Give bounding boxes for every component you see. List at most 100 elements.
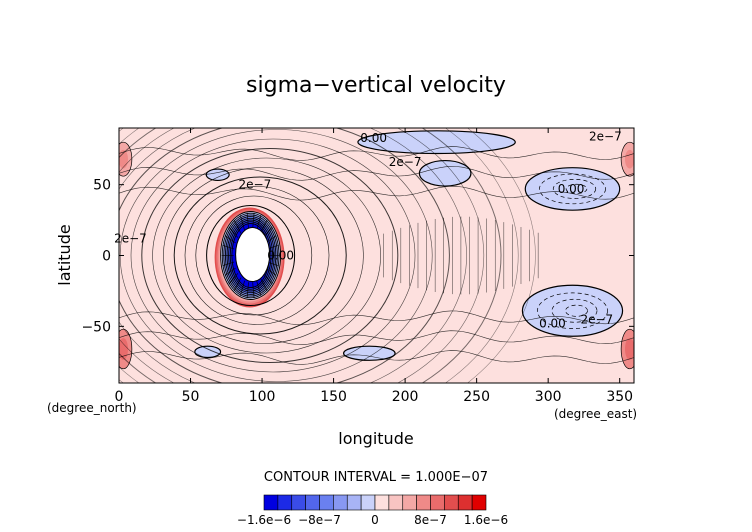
plot-area [119, 128, 634, 383]
x-tick-label: 300 [535, 389, 562, 405]
dipole-dense-contour [263, 273, 273, 285]
colorbar-swatch [457, 494, 473, 511]
contour-line [152, 157, 381, 354]
colorbar-swatch [402, 494, 417, 511]
dipole-dense-contour [228, 226, 239, 238]
colorbar-swatch [291, 494, 306, 511]
zero-contour-line [342, 345, 396, 361]
contour-label: 2e−7 [389, 155, 422, 169]
negative-region-fill [357, 130, 516, 154]
x-tick-label: 100 [249, 389, 276, 405]
colorbar-swatch [416, 494, 431, 511]
y-tick-label: −50 [81, 319, 111, 335]
dipole-dense-contour [256, 280, 262, 296]
contour-line [119, 185, 634, 201]
contour-label: 2e−7 [580, 312, 613, 326]
dipole-dense-contour [265, 267, 277, 276]
x-tick-label: 200 [392, 389, 419, 405]
contour-line [184, 186, 330, 325]
dipole-dense-contour [239, 280, 245, 296]
contour-line [206, 205, 296, 306]
contour-interval-label: CONTOUR INTERVAL = 1.000E−07 [264, 470, 488, 485]
contour-label: 2e−7 [239, 178, 272, 192]
contour-line [195, 195, 313, 316]
x-axis-label: longitude [338, 429, 413, 448]
positive-region-core [119, 338, 129, 360]
dipole-dense-contour [222, 244, 235, 250]
contour-label: 0.00 [360, 131, 387, 145]
contour-line [119, 350, 634, 365]
contour-line [163, 167, 364, 344]
colorbar-swatch [388, 494, 404, 511]
colorbar-swatch [305, 494, 320, 511]
colorbar-swatch [333, 494, 348, 511]
colorbar-swatch [374, 494, 390, 511]
colorbar-swatch [471, 494, 487, 511]
y-unit-label: (degree_north) [47, 401, 137, 415]
dipole-dense-contour [246, 212, 249, 229]
contour-line [119, 128, 485, 383]
negative-contour-line [565, 183, 588, 194]
contour-line [119, 166, 634, 181]
positive-region-core [624, 149, 634, 169]
x-tick-label: 250 [463, 389, 490, 405]
contour-line [119, 128, 519, 383]
dipole-dense-contour [224, 267, 236, 276]
dipole-dense-contour [259, 277, 268, 292]
positive-region-core [624, 338, 634, 360]
contour-label: 2e−7 [589, 130, 622, 144]
background-field [119, 128, 634, 383]
contour-line [119, 146, 634, 161]
zero-contour-line [194, 345, 222, 359]
chart-title: sigma−vertical velocity [246, 73, 506, 98]
colorbar-swatch [360, 494, 376, 511]
negative-contour-line [552, 179, 597, 199]
colorbar-swatch [444, 494, 459, 511]
contour-line [620, 141, 634, 177]
x-tick-label: 150 [320, 389, 347, 405]
contour-line [119, 128, 450, 383]
contour-line [119, 330, 634, 345]
dipole-dense-contour [224, 235, 236, 244]
colorbar-tick-label: 8e−7 [414, 513, 447, 527]
colorbar-swatch [319, 494, 334, 511]
x-tick-label: 0 [115, 389, 124, 405]
y-tick-label: 0 [102, 249, 111, 265]
colorbar-swatch [263, 494, 279, 511]
colorbar-tick-label: −1.6e−6 [237, 513, 291, 527]
dipole-core [235, 227, 271, 282]
dipole-dense-contour [252, 282, 255, 299]
dipole-dense-contour [222, 261, 235, 267]
contour-line [119, 310, 634, 326]
contour-label: 0.00 [539, 317, 566, 331]
negative-contour-line [565, 304, 588, 317]
colorbar-tick-label: −8e−7 [298, 513, 341, 527]
contour-line [620, 328, 634, 370]
contour-line [119, 128, 467, 383]
zero-contour-line [521, 284, 624, 337]
x-tick-label: 350 [606, 389, 633, 405]
contour-label: 0.00 [558, 182, 585, 196]
dipole-dense-contour [228, 273, 239, 285]
zero-contour-line [357, 130, 516, 155]
negative-contour-line [539, 173, 606, 205]
zero-contour-line [418, 159, 472, 187]
colorbar-swatch [430, 494, 445, 511]
negative-contour-line [551, 298, 598, 323]
y-axis-label: latitude [55, 224, 74, 285]
dipole-dense-contour [246, 282, 249, 299]
zero-contour-line [524, 167, 621, 211]
contour-line [119, 128, 536, 383]
dipole-contour-line [220, 211, 282, 300]
contour-label: 2e−7 [114, 232, 147, 246]
contour-line [119, 141, 133, 177]
colorbar-swatch [346, 494, 362, 511]
contour-label: 0.00 [267, 249, 294, 263]
contour-line [119, 128, 502, 383]
dipole-dense-contour [256, 215, 262, 231]
contour-line [119, 328, 133, 370]
colorbar-swatch [277, 494, 293, 511]
x-tick-label: 50 [182, 389, 200, 405]
colorbar-tick-label: 0 [371, 513, 379, 527]
